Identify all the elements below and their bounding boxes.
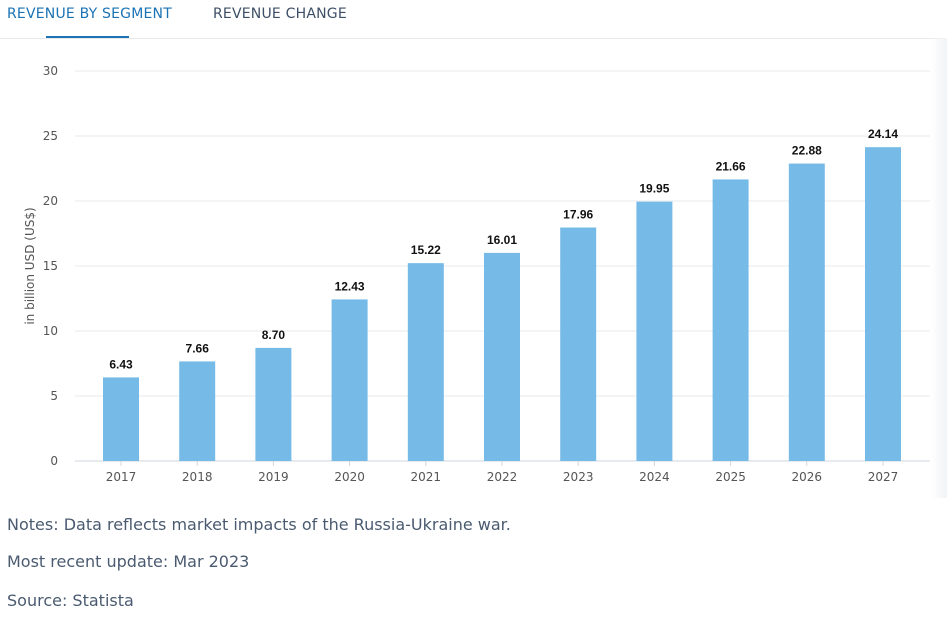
data-label: 7.66 — [186, 341, 210, 355]
y-tick-label: 15 — [43, 259, 58, 273]
update-text: Most recent update: Mar 2023 — [7, 552, 250, 571]
y-tick-label: 0 — [50, 454, 58, 468]
tab-revenue-change[interactable]: REVENUE CHANGE — [213, 6, 347, 22]
x-tick-label: 2019 — [258, 470, 289, 484]
bar-2020[interactable] — [331, 299, 368, 461]
tab-revenue-by-segment[interactable]: REVENUE BY SEGMENT — [7, 6, 172, 22]
data-label: 12.43 — [335, 279, 365, 293]
tab-bar: REVENUE BY SEGMENT REVENUE CHANGE — [0, 0, 947, 39]
bar-2027[interactable] — [865, 147, 901, 461]
bars — [103, 147, 901, 462]
data-label: 19.95 — [639, 182, 669, 196]
bar-2024[interactable] — [636, 201, 673, 461]
x-tick-label: 2027 — [868, 470, 899, 484]
data-label: 6.43 — [109, 357, 133, 371]
x-tick-label: 2021 — [411, 470, 442, 484]
bar-2017[interactable] — [103, 377, 139, 461]
y-axis-ticks: 0 5 10 15 20 25 30 — [43, 64, 58, 468]
y-tick-label: 25 — [43, 129, 58, 143]
bar-2023[interactable] — [560, 227, 597, 461]
scroll-shadow — [931, 38, 947, 498]
bar-2025[interactable] — [712, 179, 749, 462]
x-tick-label: 2022 — [487, 470, 518, 484]
x-tick-label: 2017 — [106, 470, 137, 484]
y-tick-label: 20 — [43, 194, 58, 208]
data-label: 16.01 — [487, 233, 517, 247]
bar-2019[interactable] — [255, 347, 292, 461]
bar-2021[interactable] — [407, 263, 444, 461]
y-axis-label: in billion USD (US$) — [23, 207, 37, 324]
data-label: 24.14 — [868, 127, 898, 141]
source-text: Source: Statista — [7, 591, 134, 610]
x-tick-label: 2023 — [563, 470, 594, 484]
data-label: 8.70 — [262, 328, 286, 342]
y-tick-label: 30 — [43, 64, 58, 78]
bar-2026[interactable] — [788, 163, 825, 461]
active-tab-indicator — [46, 36, 129, 38]
data-label: 22.88 — [792, 144, 822, 158]
bar-2022[interactable] — [484, 252, 520, 461]
data-label: 17.96 — [563, 208, 593, 222]
x-tick-label: 2018 — [182, 470, 213, 484]
y-tick-label: 10 — [43, 324, 58, 338]
x-tick-label: 2024 — [639, 470, 670, 484]
x-axis-ticks: 2017 2018 2019 2020 2021 2022 2023 2024 2025 2026… — [106, 461, 899, 484]
x-tick-label: 2025 — [715, 470, 746, 484]
data-label: 21.66 — [716, 159, 746, 173]
x-tick-label: 2026 — [792, 470, 823, 484]
y-tick-label: 5 — [50, 389, 58, 403]
data-labels: 6.43 7.66 8.70 12.43 15.22 16.01 17.96 19.95 21.… — [109, 127, 898, 371]
x-tick-label: 2020 — [334, 470, 365, 484]
bar-2018[interactable] — [179, 361, 216, 461]
notes-text: Notes: Data reflects market impacts of t… — [7, 515, 511, 534]
data-label: 15.22 — [411, 243, 441, 257]
